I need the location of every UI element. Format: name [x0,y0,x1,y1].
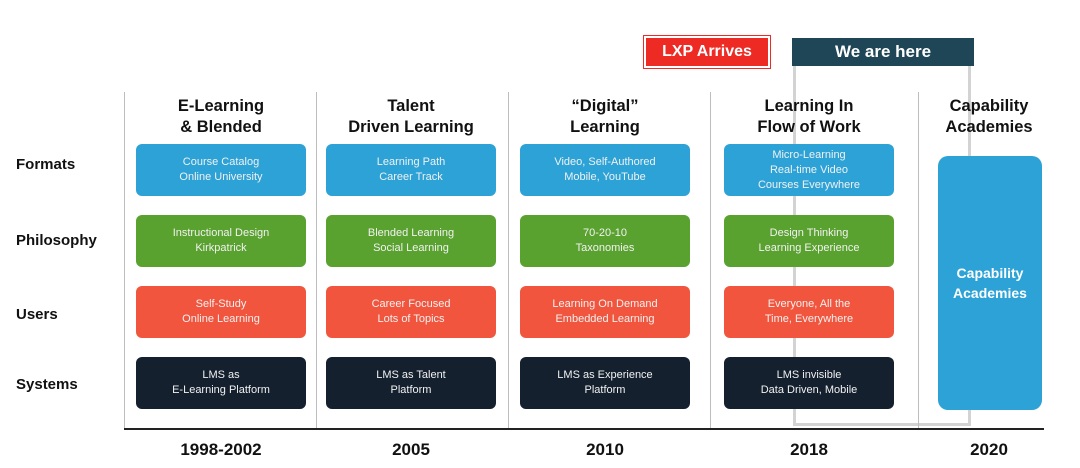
column-title-flow-of-work: Learning In Flow of Work [757,97,861,136]
column-divider [124,92,125,428]
formats-box-flow-of-work: Micro-Learning Real-time Video Courses Eve… [724,144,894,196]
column-title-e-learning: E-Learning & Blended [177,97,265,136]
we-are-here-banner: We are here [792,38,974,66]
systems-box-flow-of-work: LMS invisible Data Driven, Mobile [724,357,894,409]
column-title-talent-driven: Talent Driven Learning [348,97,474,136]
lxp-arrives-banner: LXP Arrives [643,35,771,69]
column-title-digital: “Digital” Learning [570,97,640,136]
row-label-philosophy: Philosophy [16,232,97,249]
year-label-2010: 2010 [586,440,624,459]
row-label-users: Users [16,306,58,323]
timeline-baseline [124,428,1044,430]
capability-academies-box: Capability Academies [938,156,1042,410]
column-divider [508,92,509,428]
philosophy-box-flow-of-work: Design Thinking Learning Experience [724,215,894,267]
column-divider [316,92,317,428]
philosophy-box-e-learning: Instructional Design Kirkpatrick [136,215,306,267]
row-label-formats: Formats [16,156,76,173]
column-divider [918,92,919,428]
users-box-e-learning: Self-Study Online Learning [136,286,306,338]
year-label-2005: 2005 [392,440,430,459]
formats-box-e-learning: Course Catalog Online University [136,144,306,196]
year-label-2020: 2020 [970,440,1008,459]
column-title-capability-academies: Capability Academies [945,97,1033,136]
column-divider [710,92,711,428]
users-box-talent-driven: Career Focused Lots of Topics [326,286,496,338]
philosophy-box-talent-driven: Blended Learning Social Learning [326,215,496,267]
year-label-1998-2002: 1998-2002 [180,440,262,459]
users-box-flow-of-work: Everyone, All the Time, Everywhere [724,286,894,338]
systems-box-digital: LMS as Experience Platform [520,357,690,409]
systems-box-e-learning: LMS as E-Learning Platform [136,357,306,409]
year-label-2018: 2018 [790,440,828,459]
formats-box-talent-driven: Learning Path Career Track [326,144,496,196]
philosophy-box-digital: 70-20-10 Taxonomies [520,215,690,267]
formats-box-digital: Video, Self-Authored Mobile, YouTube [520,144,690,196]
row-label-systems: Systems [16,376,78,393]
users-box-digital: Learning On Demand Embedded Learning [520,286,690,338]
systems-box-talent-driven: LMS as Talent Platform [326,357,496,409]
